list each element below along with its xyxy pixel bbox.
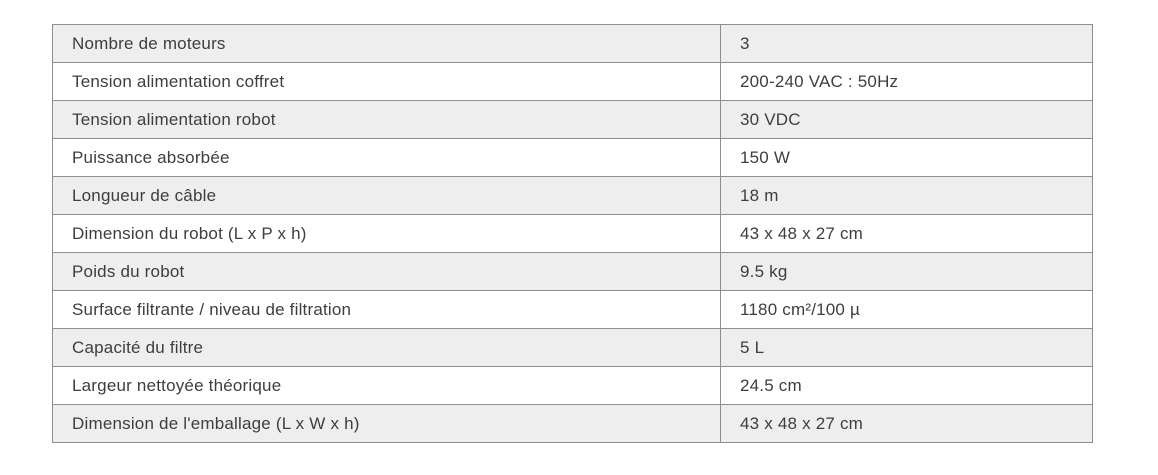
spec-value-cell: 150 W [720, 138, 1093, 177]
spec-label-cell: Puissance absorbée [52, 138, 721, 177]
spec-value-cell: 1180 cm²/100 µ [720, 290, 1093, 329]
spec-value-cell: 9.5 kg [720, 252, 1093, 291]
table-row: Dimension du robot (L x P x h) 43 x 48 x… [52, 214, 1093, 253]
spec-label-cell: Capacité du filtre [52, 328, 721, 367]
spec-value-cell: 24.5 cm [720, 366, 1093, 405]
spec-value-cell: 200-240 VAC : 50Hz [720, 62, 1093, 101]
table-row: Largeur nettoyée théorique 24.5 cm [52, 366, 1093, 405]
table-row: Poids du robot 9.5 kg [52, 252, 1093, 291]
specs-table: Nombre de moteurs 3 Tension alimentation… [52, 24, 1093, 443]
spec-label-cell: Tension alimentation coffret [52, 62, 721, 101]
spec-label-cell: Longueur de câble [52, 176, 721, 215]
spec-label-cell: Tension alimentation robot [52, 100, 721, 139]
spec-label-cell: Dimension de l'emballage (L x W x h) [52, 404, 721, 443]
table-row: Puissance absorbée 150 W [52, 138, 1093, 177]
table-row: Tension alimentation coffret 200-240 VAC… [52, 62, 1093, 101]
spec-value-cell: 3 [720, 24, 1093, 63]
spec-value-cell: 5 L [720, 328, 1093, 367]
table-row: Dimension de l'emballage (L x W x h) 43 … [52, 404, 1093, 443]
spec-value-cell: 43 x 48 x 27 cm [720, 404, 1093, 443]
spec-label-cell: Largeur nettoyée théorique [52, 366, 721, 405]
spec-value-cell: 43 x 48 x 27 cm [720, 214, 1093, 253]
spec-value-cell: 18 m [720, 176, 1093, 215]
table-row: Tension alimentation robot 30 VDC [52, 100, 1093, 139]
spec-label-cell: Dimension du robot (L x P x h) [52, 214, 721, 253]
spec-label-cell: Surface filtrante / niveau de filtration [52, 290, 721, 329]
table-row: Longueur de câble 18 m [52, 176, 1093, 215]
table-row: Nombre de moteurs 3 [52, 24, 1093, 63]
spec-label-cell: Poids du robot [52, 252, 721, 291]
table-row: Surface filtrante / niveau de filtration… [52, 290, 1093, 329]
table-row: Capacité du filtre 5 L [52, 328, 1093, 367]
spec-value-cell: 30 VDC [720, 100, 1093, 139]
spec-label-cell: Nombre de moteurs [52, 24, 721, 63]
